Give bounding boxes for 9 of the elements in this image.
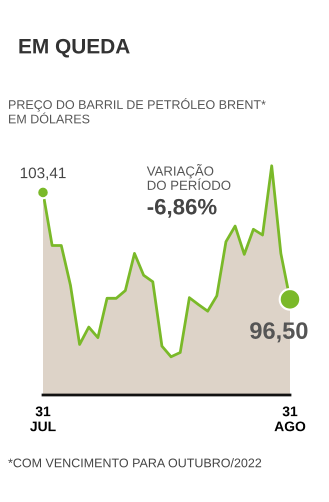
x-tick-label: 31 AGO bbox=[274, 406, 306, 432]
x-tick-label: 31 JUL bbox=[30, 406, 56, 432]
annotation: VARIAÇÃO DO PERÍODO bbox=[146, 164, 230, 190]
annotation: *COM VENCIMENTO PARA OUTUBRO/2022 bbox=[8, 458, 262, 468]
chart-title: EM QUEDA bbox=[19, 38, 130, 58]
data-label: 103,41 bbox=[20, 167, 66, 180]
data-label: 96,50 bbox=[250, 322, 308, 342]
annotation: -6,86% bbox=[148, 198, 217, 218]
chart-subtitle: PREÇO DO BARRIL DE PETRÓLEO BRENT* EM DÓLARES bbox=[9, 98, 266, 124]
